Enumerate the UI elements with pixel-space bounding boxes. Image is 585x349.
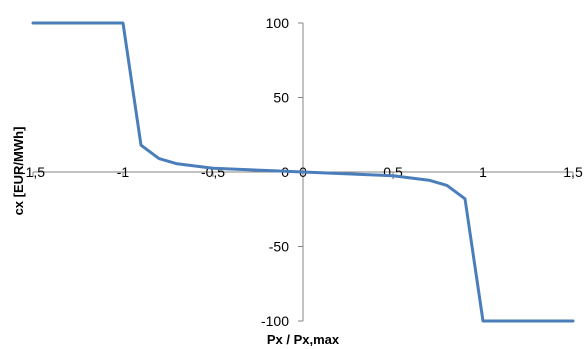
x-tick-label: 1 bbox=[479, 164, 487, 180]
y-tick-label: -50 bbox=[269, 239, 289, 255]
x-tick-label: -1 bbox=[117, 164, 130, 180]
y-tick-label: -100 bbox=[261, 313, 289, 329]
x-tick-label: -1,5 bbox=[21, 164, 45, 180]
y-tick-label: 50 bbox=[273, 90, 289, 106]
x-tick-label: 1,5 bbox=[563, 164, 583, 180]
x-axis-title: Px / Px,max bbox=[267, 332, 340, 347]
y-axis-title: cx [EUR/MWh] bbox=[11, 127, 26, 216]
y-tick-label: 100 bbox=[266, 15, 290, 31]
series-line bbox=[31, 21, 575, 323]
